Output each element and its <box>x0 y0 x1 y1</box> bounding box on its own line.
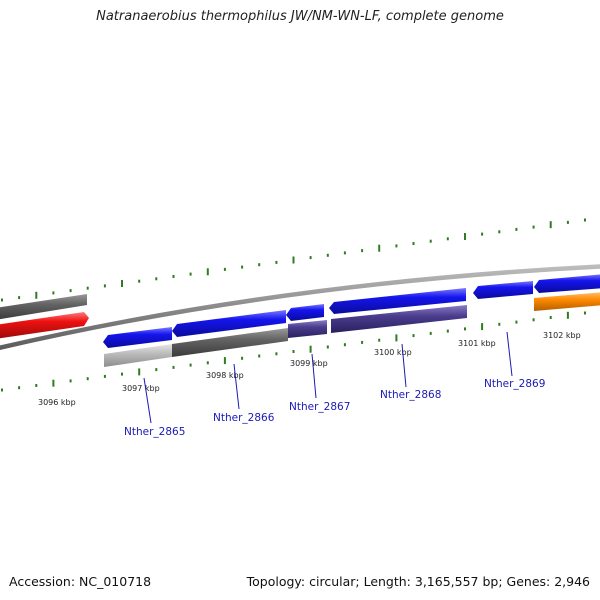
genome-summary-text: Topology: circular; Length: 3,165,557 bp… <box>246 574 590 589</box>
gene-label[interactable]: Nther_2869 <box>484 378 545 390</box>
gene-label-leader <box>311 353 317 399</box>
gene-label[interactable]: Nther_2866 <box>213 412 275 424</box>
kbp-label: 3096 kbp <box>38 398 76 407</box>
gene-label[interactable]: Nther_2868 <box>380 389 441 401</box>
gene-red-arrow[interactable] <box>0 312 89 339</box>
gene-label-leader <box>233 363 240 410</box>
kbp-label: 3100 kbp <box>374 348 412 357</box>
genome-backbone <box>0 264 600 351</box>
gene-label-leader <box>143 377 152 424</box>
gene-label-leader <box>401 343 407 388</box>
inner-annotation-bars <box>104 305 467 367</box>
strand-genes <box>103 274 600 348</box>
gene-label[interactable]: Nther_2865 <box>124 426 185 438</box>
kbp-label: 3098 kbp <box>206 371 244 380</box>
gene-arrow-nther-2866[interactable] <box>172 310 286 337</box>
gene-labels: Nther_2865 Nther_2866 Nther_2867 Nther_2868… <box>124 331 545 438</box>
gene-arrow-nther-2865[interactable] <box>103 327 172 348</box>
map-title: Natranaerobius thermophilus JW/NM-WN-LF,… <box>96 9 504 24</box>
gene-orange-arrow[interactable] <box>534 292 600 311</box>
upper-tick-ring <box>1 218 586 302</box>
feature-purple-bar-2 <box>331 305 467 333</box>
feature-gray-block <box>0 294 87 320</box>
accession-text: Accession: NC_010718 <box>9 574 152 589</box>
gene-arrow-nther-2869[interactable] <box>473 281 533 299</box>
kbp-label: 3097 kbp <box>122 384 160 393</box>
gene-arrow-nther-2868[interactable] <box>329 288 466 314</box>
kbp-label: 3101 kbp <box>458 339 496 348</box>
feature-light-gray-bar <box>104 344 172 367</box>
gene-label-leader <box>506 331 513 377</box>
upper-strand-features <box>0 292 600 339</box>
lower-tick-ring <box>1 311 586 392</box>
feature-purple-bar-1 <box>288 320 327 338</box>
kbp-label: 3102 kbp <box>543 331 581 340</box>
gene-arrow-next[interactable] <box>534 274 600 293</box>
feature-dark-gray-bar <box>172 328 288 357</box>
kbp-label: 3099 kbp <box>290 359 328 368</box>
kbp-scale-labels: 3096 kbp 3097 kbp 3098 kbp 3099 kbp 3100 kbp… <box>38 331 581 407</box>
gene-arrow-nther-2867[interactable] <box>286 304 324 321</box>
gene-label[interactable]: Nther_2867 <box>289 401 350 413</box>
